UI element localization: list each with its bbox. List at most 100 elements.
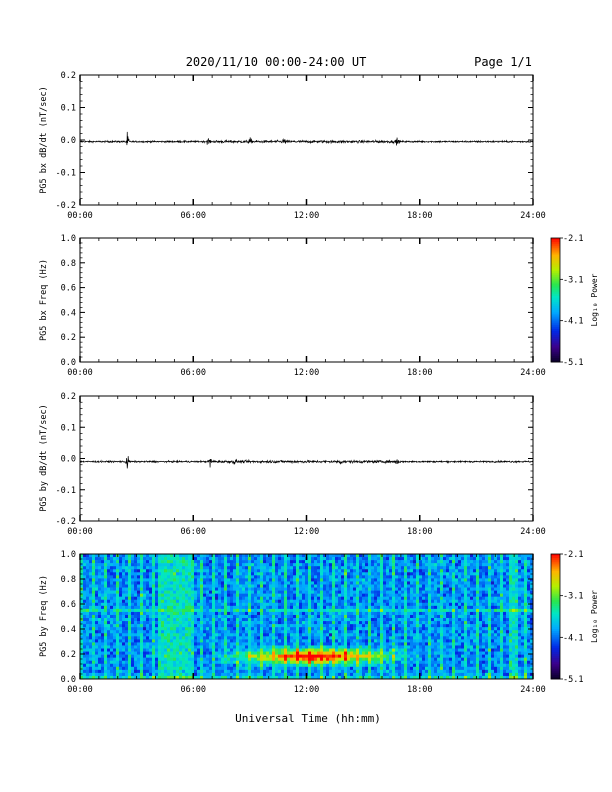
spectrogram-cell [137, 672, 141, 677]
spectrogram-cell [209, 651, 213, 655]
spectrogram-cell [389, 675, 393, 680]
spectrogram-cell [101, 624, 105, 628]
spectrogram-cell [353, 587, 357, 591]
spectrogram-cell [173, 663, 177, 668]
spectrogram-cell [377, 593, 381, 597]
spectrogram-cell [269, 602, 273, 607]
spectrogram-cell [224, 672, 228, 677]
spectrogram-cell [197, 639, 201, 643]
spectrogram-cell [101, 596, 105, 601]
spectrogram-cell [281, 584, 285, 588]
spectrogram-cell [122, 654, 126, 658]
spectrogram-cell [374, 560, 378, 564]
spectrogram-cell [164, 657, 168, 662]
spectrogram-cell [182, 557, 186, 561]
spectrogram-cell [224, 557, 228, 561]
spectrogram-cell [275, 587, 279, 591]
spectrogram-cell [146, 660, 150, 665]
spectrogram-cell [362, 605, 366, 610]
colorbar-segment [551, 271, 560, 274]
spectrogram-cell [203, 578, 207, 582]
spectrogram-cell [167, 627, 171, 631]
spectrogram-cell [389, 560, 393, 564]
spectrogram-cell [302, 614, 306, 619]
spectrogram-cell [95, 608, 99, 613]
spectrogram-cell [353, 648, 357, 652]
spectrogram-cell [95, 642, 99, 646]
spectrogram-cell [260, 657, 264, 662]
spectrogram-cell [266, 621, 270, 625]
spectrogram-cell [323, 584, 327, 588]
spectrogram-cell [149, 593, 153, 597]
spectrogram-cell [359, 608, 363, 613]
spectrogram-cell [197, 569, 201, 573]
spectrogram-cell [227, 660, 231, 665]
spectrogram-cell [332, 621, 336, 625]
spectrogram-cell [215, 633, 219, 637]
spectrogram-cell [380, 569, 384, 573]
spectrogram-cell [152, 611, 156, 616]
spectrogram-cell [263, 630, 267, 634]
spectrogram-cell [176, 666, 180, 671]
spectrogram-cell [110, 618, 114, 622]
spectrogram-cell [353, 633, 357, 637]
spectrogram-cell [362, 590, 366, 594]
spectrogram-cell [149, 569, 153, 573]
spectrogram-cell [170, 666, 174, 671]
spectrogram-cell [404, 666, 408, 671]
spectrogram-cell [281, 587, 285, 591]
spectrogram-cell [197, 584, 201, 588]
spectrogram-cell [161, 618, 165, 622]
spectrogram-cell [392, 675, 396, 680]
spectrogram-cell [368, 605, 372, 610]
spectrogram-cell [224, 560, 228, 564]
spectrogram-cell [242, 645, 246, 649]
spectrogram-cell [242, 554, 246, 558]
spectrogram-cell [116, 602, 120, 607]
spectrogram-cell [401, 642, 405, 646]
spectrogram-cell [188, 618, 192, 622]
spectrogram-cell [365, 675, 369, 680]
spectrogram-cell [311, 590, 315, 594]
spectrogram-cell [128, 621, 132, 625]
colorbar-segment [551, 312, 560, 315]
spectrogram-cell [80, 669, 84, 674]
spectrogram-cell [227, 633, 231, 637]
spectrogram-cell [386, 596, 390, 601]
spectrogram-cell [107, 639, 111, 643]
spectrogram-cell [251, 660, 255, 665]
spectrogram-cell [371, 624, 375, 628]
spectrogram-cell [410, 572, 414, 576]
spectrogram-cell [386, 563, 390, 567]
spectrogram-cell [323, 593, 327, 597]
spectrogram-cell [371, 590, 375, 594]
spectrogram-cell [278, 645, 282, 649]
spectrogram-cell [131, 581, 135, 585]
spectrogram-cell [260, 639, 264, 643]
spectrogram-cell [104, 599, 108, 604]
spectrogram-cell [173, 651, 177, 655]
spectrogram-cell [95, 572, 99, 576]
spectrogram-cell [377, 645, 381, 649]
spectrogram-cell [356, 554, 360, 558]
spectrogram-cell [392, 654, 396, 658]
spectrogram-cell [356, 557, 360, 561]
spectrogram-cell [245, 654, 249, 658]
spectrogram-cell [254, 654, 258, 658]
spectrogram-cell [125, 593, 129, 597]
spectrogram-cell [179, 666, 183, 671]
spectrogram-cell [215, 608, 219, 613]
spectrogram-cell [92, 648, 96, 652]
spectrogram-cell [224, 618, 228, 622]
spectrogram-cell [236, 621, 240, 625]
spectrogram-cell [383, 672, 387, 677]
spectrogram-cell [152, 605, 156, 610]
colorbar-segment [551, 254, 560, 257]
by-dbdt-frame [79, 395, 534, 522]
spectrogram-cell [104, 624, 108, 628]
spectrogram-cell [407, 621, 411, 625]
spectrogram-cell [116, 566, 120, 570]
spectrogram-cell [137, 660, 141, 665]
spectrogram-cell [329, 672, 333, 677]
spectrogram-cell [182, 621, 186, 625]
